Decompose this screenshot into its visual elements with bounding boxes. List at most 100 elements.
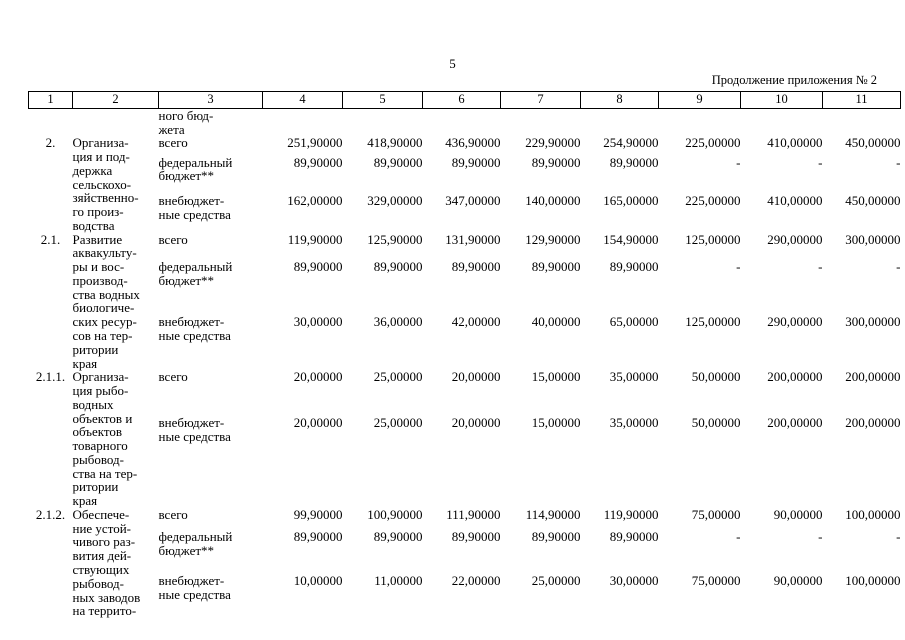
value-cell: 100,90000 <box>367 506 423 522</box>
value-cell: 25,00000 <box>531 573 581 589</box>
value-cell: 35,00000 <box>609 415 659 431</box>
value-cell: 229,90000 <box>525 135 581 151</box>
table-row: внебюджет- ные средства 20,00000 25,00000 2… <box>29 416 901 508</box>
value-cell: 50,00000 <box>691 415 741 431</box>
page-number: 5 <box>449 56 456 71</box>
value-cell: 410,00000 <box>767 193 823 209</box>
value-cell <box>501 108 581 136</box>
value-cell: 251,90000 <box>287 135 343 151</box>
program-name-cell: Обеспече- ние устой- чивого раз- вития д… <box>72 506 141 619</box>
value-cell: 75,00000 <box>691 506 741 522</box>
value-cell: 89,90000 <box>451 259 501 275</box>
carryover-row: ного бюд- жета <box>29 108 901 136</box>
value-cell: 90,00000 <box>773 506 823 522</box>
table-row: федеральный бюджет** 89,90000 89,90000 89,9… <box>29 154 901 195</box>
value-cell: 11,00000 <box>374 573 423 589</box>
value-cell: 225,00000 <box>685 135 741 151</box>
column-number-8: 8 <box>580 91 659 109</box>
value-cell <box>659 108 741 136</box>
value-cell: 30,00000 <box>293 314 343 330</box>
value-cell: - <box>736 259 741 275</box>
table-row: 2.1.1. Организа- ция рыбо- водных объекто… <box>29 369 901 508</box>
value-cell: 20,00000 <box>451 415 501 431</box>
value-cell: 36,00000 <box>373 314 423 330</box>
value-cell: 89,90000 <box>293 154 343 170</box>
value-cell: - <box>818 259 823 275</box>
row-number-cell: 2.1.2. <box>35 506 66 522</box>
value-cell: - <box>896 528 901 544</box>
value-cell: 35,00000 <box>609 369 659 385</box>
budget-type-cell: всего <box>158 135 188 151</box>
value-cell: 290,00000 <box>767 231 823 247</box>
value-cell: 89,90000 <box>293 528 343 544</box>
row-number-cell <box>29 108 73 136</box>
column-number-row: 1 2 3 4 5 6 7 8 9 10 11 <box>28 91 901 109</box>
value-cell: 225,00000 <box>685 193 741 209</box>
value-cell: 10,00000 <box>293 573 343 589</box>
column-number-2: 2 <box>72 91 159 109</box>
value-cell: 100,00000 <box>845 506 901 522</box>
table-row: федеральный бюджет** 89,90000 89,90000 89,9… <box>29 260 901 315</box>
column-number-6: 6 <box>422 91 501 109</box>
value-cell: 436,90000 <box>445 135 501 151</box>
value-cell: 89,90000 <box>609 259 659 275</box>
value-cell: 418,90000 <box>367 135 423 151</box>
value-cell: 200,00000 <box>845 369 901 385</box>
value-cell: 89,90000 <box>373 528 423 544</box>
value-cell: 290,00000 <box>767 314 823 330</box>
value-cell: - <box>818 154 823 170</box>
value-cell: 30,00000 <box>609 573 659 589</box>
value-cell: 200,00000 <box>767 369 823 385</box>
table-row: внебюджет- ные средства 30,00000 36,00000 4… <box>29 315 901 370</box>
value-cell: 140,00000 <box>525 193 581 209</box>
value-cell: 89,90000 <box>451 154 501 170</box>
budget-type-cell: внебюджет- ные средства <box>158 193 231 222</box>
value-cell: 200,00000 <box>845 415 901 431</box>
value-cell: 89,90000 <box>609 154 659 170</box>
table-row: внебюджет- ные средства 162,00000 329,0000… <box>29 194 901 233</box>
budget-table: 1 2 3 4 5 6 7 8 9 10 11 ного бюд- жета 2.… <box>28 91 901 618</box>
value-cell: 20,00000 <box>293 415 343 431</box>
column-number-4: 4 <box>262 91 343 109</box>
value-cell: 300,00000 <box>845 314 901 330</box>
value-cell: 89,90000 <box>531 259 581 275</box>
budget-type-cell: внебюджет- ные средства <box>158 415 231 444</box>
value-cell: 200,00000 <box>767 415 823 431</box>
value-cell: 42,00000 <box>451 314 501 330</box>
program-name-cell <box>73 108 159 136</box>
value-cell <box>741 108 823 136</box>
row-number-cell: 2.1.1. <box>35 369 66 385</box>
value-cell: 410,00000 <box>767 135 823 151</box>
program-name-cell: Организа- ция и под- держка сельскохо- з… <box>72 135 139 233</box>
budget-type-cell: внебюджет- ные средства <box>158 573 231 602</box>
column-number-5: 5 <box>342 91 423 109</box>
value-cell: - <box>896 154 901 170</box>
budget-type-cell: всего <box>158 506 188 522</box>
value-cell: 119,90000 <box>287 231 343 247</box>
column-number-10: 10 <box>740 91 823 109</box>
continuation-note: Продолжение приложения № 2 <box>711 73 877 87</box>
value-cell: - <box>736 154 741 170</box>
value-cell: 65,00000 <box>609 314 659 330</box>
value-cell: 254,90000 <box>603 135 659 151</box>
value-cell: 119,90000 <box>603 506 659 522</box>
value-cell: 114,90000 <box>525 506 581 522</box>
value-cell: - <box>736 528 741 544</box>
budget-type-cell: федеральный бюджет** <box>158 528 233 558</box>
column-number-9: 9 <box>658 91 741 109</box>
table-row: внебюджет- ные средства 10,00000 11,00000 2… <box>29 574 901 618</box>
value-cell: 125,00000 <box>685 231 741 247</box>
value-cell: 50,00000 <box>691 369 741 385</box>
column-number-7: 7 <box>500 91 581 109</box>
value-cell: 89,90000 <box>609 528 659 544</box>
value-cell: 165,00000 <box>603 193 659 209</box>
budget-type-cell: всего <box>158 231 188 247</box>
row-number-cell: 2.1. <box>40 231 61 247</box>
value-cell: - <box>818 528 823 544</box>
value-cell <box>581 108 659 136</box>
program-name-cell: Организа- ция рыбо- водных объектов и об… <box>72 369 138 509</box>
column-number-11: 11 <box>822 91 901 109</box>
value-cell: 75,00000 <box>691 573 741 589</box>
budget-type-cell: внебюджет- ные средства <box>158 314 231 343</box>
value-cell: 40,00000 <box>531 314 581 330</box>
